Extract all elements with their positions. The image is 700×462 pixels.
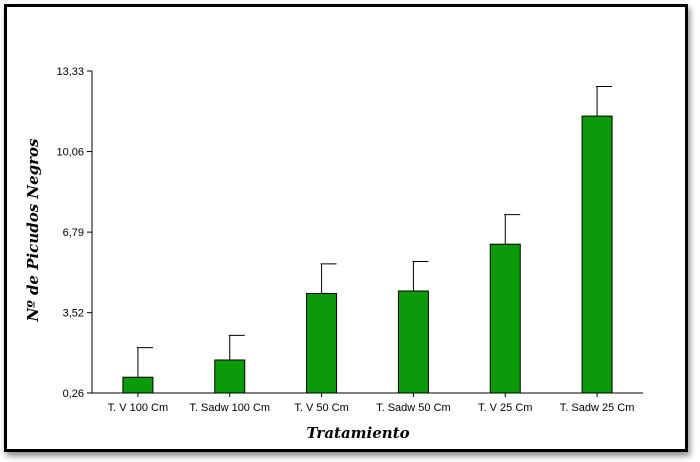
bar [306,292,338,394]
error-bars [136,86,613,378]
chart-frame [4,4,688,452]
bar [489,243,521,394]
y-tick-label: 3,52 [63,308,84,320]
x-tick-label: T. V 25 Cm [478,402,532,414]
x-tick-label: T. Sadw 50 Cm [376,402,451,414]
bars [122,115,613,394]
x-tick-label: T. V 50 Cm [294,402,348,414]
bar [214,359,246,394]
chart-axes [91,71,643,394]
x-axis-tick-labels: T. V 100 Cm T. Sadw 100 Cm T. V 50 Cm T. Sa… [108,393,635,414]
bar [397,290,429,394]
x-axis-title: Tratamiento [306,424,409,442]
x-tick-label: T. Sadw 100 Cm [189,402,270,414]
y-tick-label: 0,26 [63,388,84,400]
x-tick-label: T. V 100 Cm [108,402,169,414]
y-axis-title: Nº de Picudos Negros [24,138,42,323]
x-tick-label: T. Sadw 25 Cm [560,402,635,414]
y-tick-label: 13,33 [56,66,84,78]
y-axis-ticks: 0,26 3,52 6,79 10,06 13,33 [56,66,92,400]
bar [581,115,613,394]
y-tick-label: 10,06 [56,147,84,159]
y-tick-label: 6,79 [63,227,84,239]
bar [122,376,154,394]
